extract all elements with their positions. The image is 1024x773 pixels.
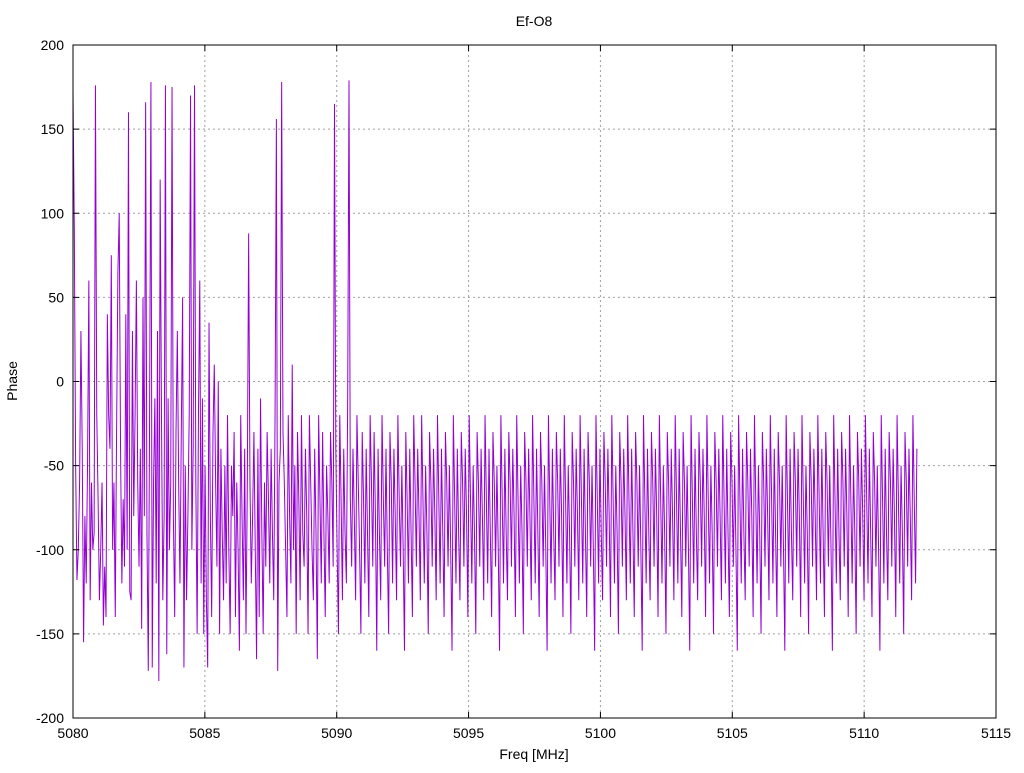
x-tick-label: 5100	[585, 725, 616, 741]
x-tick-label: 5090	[321, 725, 352, 741]
y-axis-label: Phase	[4, 361, 20, 401]
y-tick-label: -50	[44, 458, 64, 474]
phase-series-line	[72, 80, 918, 681]
x-axis-label: Freq [MHz]	[499, 746, 568, 762]
x-tick-label: 5080	[57, 725, 88, 741]
y-tick-label: -150	[36, 626, 64, 642]
y-tick-label: 150	[41, 121, 65, 137]
series-layer	[72, 80, 918, 681]
x-tick-label: 5085	[189, 725, 220, 741]
x-tick-label: 5095	[453, 725, 484, 741]
ticks: 5080 5085 5090 5095 5100 5105 5110 5115 200 150 10…	[36, 37, 1011, 741]
y-tick-label: 200	[41, 37, 65, 53]
y-tick-label: 0	[56, 374, 64, 390]
y-tick-label: 100	[41, 205, 65, 221]
x-tick-label: 5105	[717, 725, 748, 741]
x-tick-label: 5115	[981, 725, 1011, 741]
x-tick-label: 5110	[849, 725, 879, 741]
chart-title: Ef-O8	[516, 13, 553, 29]
y-tick-label: 50	[48, 289, 64, 305]
y-tick-label: -200	[36, 710, 64, 726]
y-tick-label: -100	[36, 542, 64, 558]
